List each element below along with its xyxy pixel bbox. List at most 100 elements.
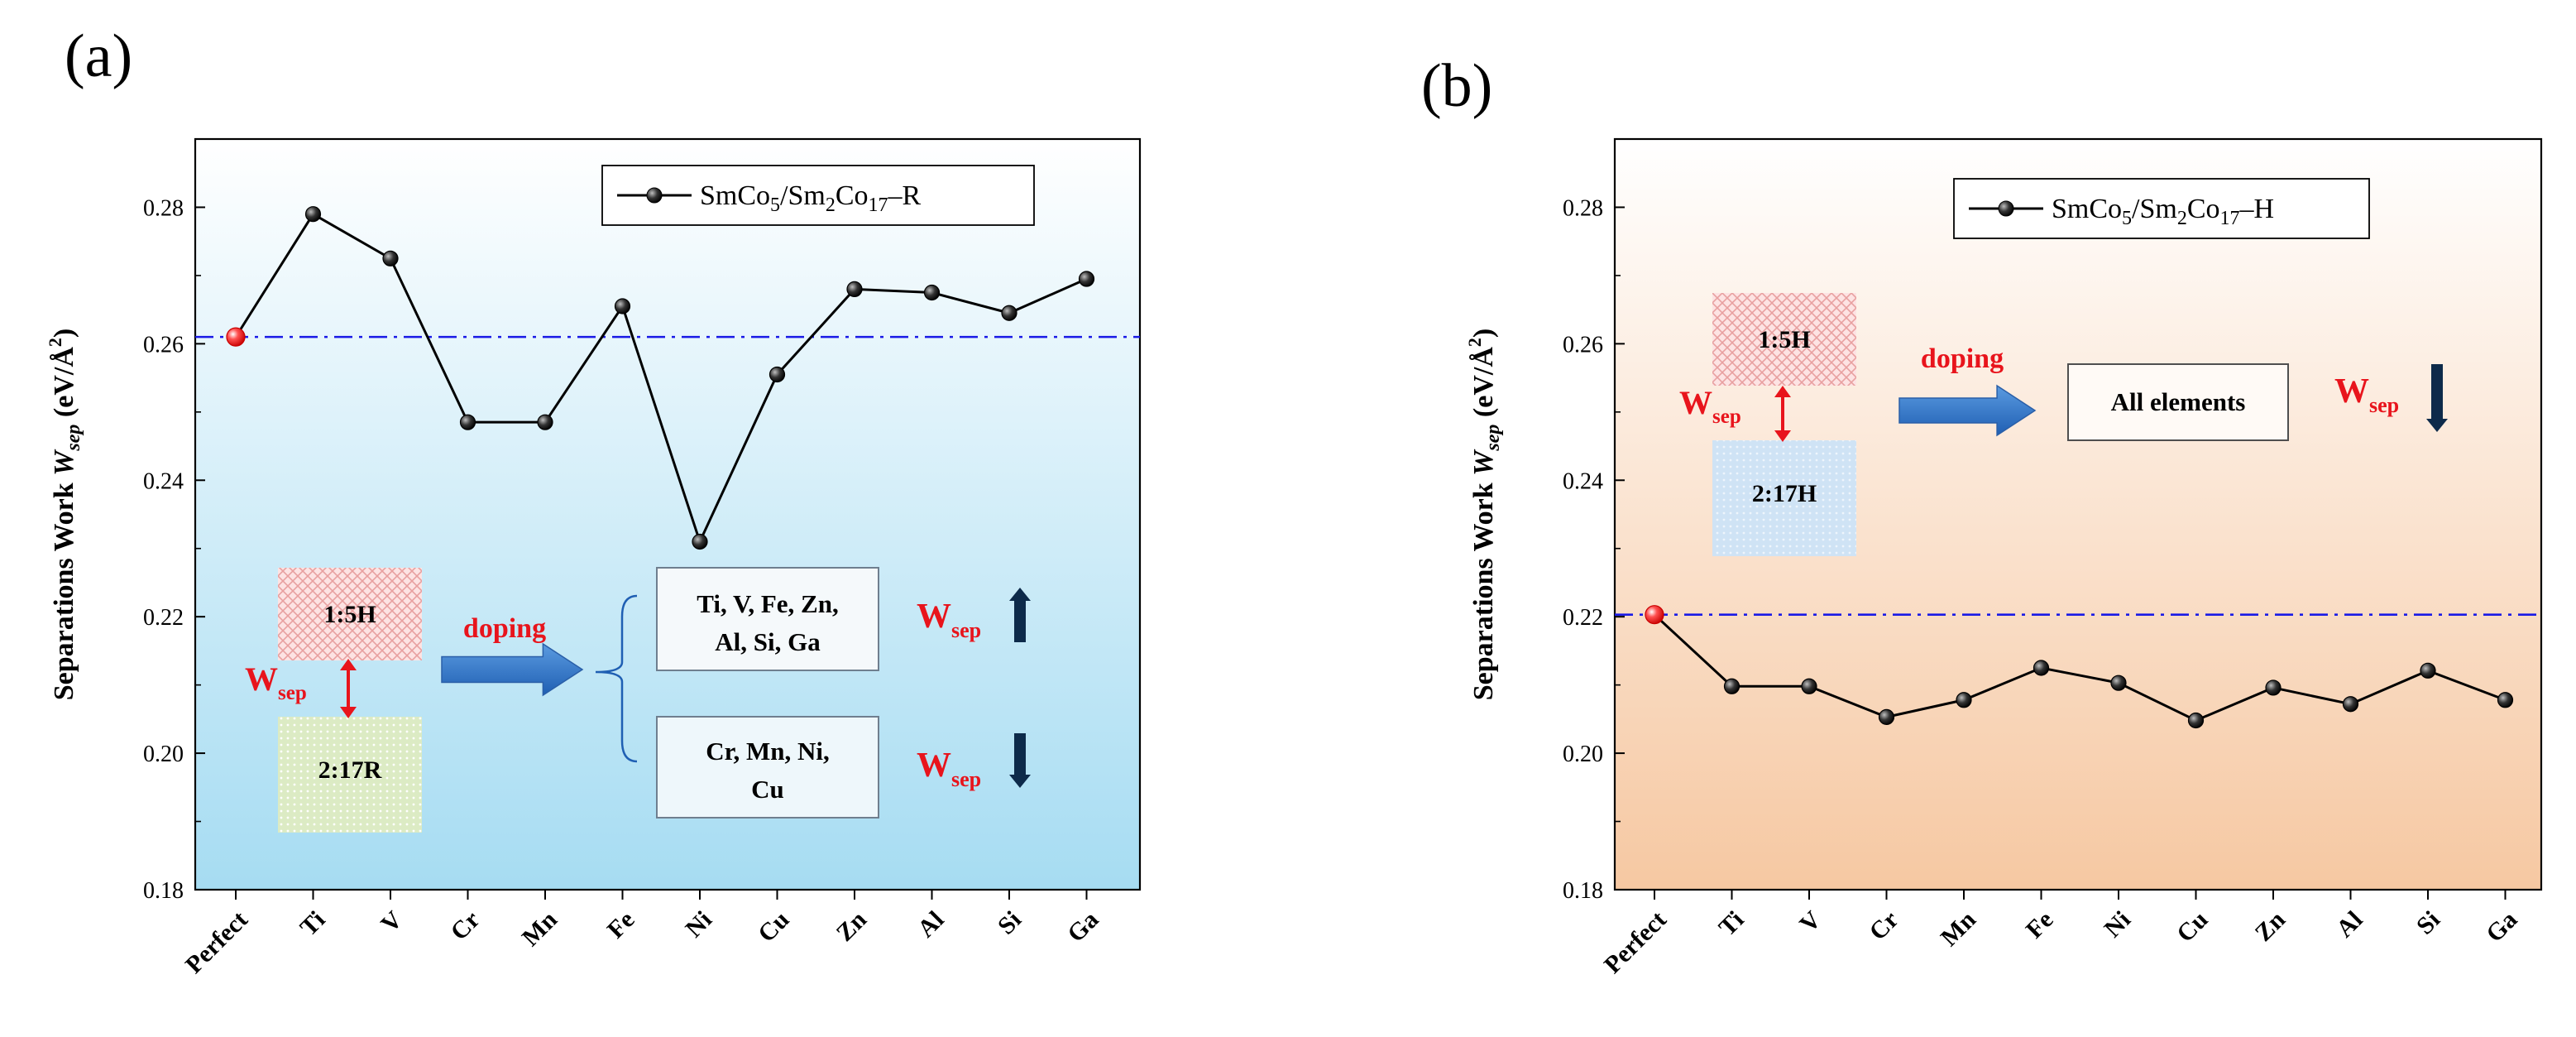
y-axis-title: Separations Work Wsep (eV/Å2) bbox=[1464, 329, 1504, 700]
y-axis-title-sub: sep bbox=[63, 425, 84, 452]
y-axis-title-unit-exp: 2 bbox=[45, 338, 65, 347]
doping-arrow bbox=[441, 642, 584, 697]
down-group-line1: Cr, Mn, Ni, bbox=[706, 737, 830, 766]
wsep-w: W bbox=[917, 747, 951, 785]
x-tick-label: Ti bbox=[294, 906, 330, 942]
y-axis-title-unit-exp: 2 bbox=[1464, 338, 1485, 347]
data-point bbox=[2033, 660, 2050, 676]
wsep-label-up: Wsep bbox=[917, 598, 981, 642]
y-tick-label: 0.18 bbox=[1563, 878, 1603, 904]
wsep-sub: sep bbox=[278, 682, 307, 704]
wsep-w: W bbox=[2334, 372, 2369, 410]
y-axis-title-main: Separations Work bbox=[1468, 476, 1499, 700]
up-group-line1: Ti, V, Fe, Zn, bbox=[697, 589, 838, 618]
phase-box-top-label: 1:5H bbox=[323, 601, 376, 628]
x-tick-label: Zn bbox=[831, 905, 873, 947]
data-point bbox=[2420, 662, 2436, 679]
data-point bbox=[2187, 712, 2205, 729]
series-line bbox=[234, 212, 1088, 545]
y-axis-title-w: W bbox=[1468, 449, 1499, 476]
y-axis-title-unit-a: Å bbox=[49, 347, 79, 367]
y-tick-label: 0.24 bbox=[1563, 468, 1603, 494]
doping-arrow bbox=[1898, 384, 2037, 437]
phase-box-top bbox=[278, 568, 422, 660]
phase-box-bottom bbox=[1712, 440, 1856, 556]
y-axis-title-unit-close: ) bbox=[1468, 329, 1499, 338]
legend-part: SmCo bbox=[2052, 194, 2122, 224]
y-axis-title-main: Separations Work bbox=[49, 476, 79, 700]
wsep-w: W bbox=[245, 660, 278, 698]
y-tick-label: 0.26 bbox=[143, 332, 184, 358]
x-tick-label: Si bbox=[993, 906, 1027, 940]
legend-sub: 5 bbox=[2122, 208, 2132, 229]
data-point bbox=[304, 206, 322, 223]
down-arrow-shaft bbox=[2431, 364, 2443, 420]
legend-sub: 17 bbox=[869, 194, 888, 216]
wsep-w: W bbox=[917, 598, 951, 636]
chart-panel-b: 0.18 0.20 0.22 0.24 0.26 0.28 Perfect Ti V Cr Mn Fe… bbox=[1421, 52, 2543, 979]
x-tick-label: Perfect bbox=[1599, 906, 1672, 979]
data-point bbox=[692, 533, 708, 550]
doping-label: doping bbox=[463, 613, 546, 644]
x-tick-label: Zn bbox=[2250, 905, 2291, 947]
x-tick-label: Cu bbox=[2171, 906, 2213, 948]
plot-frame bbox=[1613, 137, 2543, 891]
data-point bbox=[846, 281, 863, 297]
phase-box-bottom-label: 2:17H bbox=[1752, 480, 1817, 507]
data-point bbox=[923, 284, 941, 301]
data-point bbox=[1723, 678, 1740, 694]
legend-marker bbox=[646, 187, 663, 204]
y-tick-label: 0.20 bbox=[143, 742, 184, 767]
wsep-label-down: Wsep bbox=[2334, 372, 2399, 417]
wsep-sub: sep bbox=[951, 767, 981, 791]
x-tick-label: Mn bbox=[517, 905, 563, 951]
down-arrow-head bbox=[2426, 419, 2448, 432]
data-point bbox=[768, 366, 786, 383]
y-tick-label: 0.24 bbox=[143, 468, 184, 494]
x-tick-label: Cu bbox=[753, 906, 794, 948]
legend-part: /Sm bbox=[780, 180, 826, 211]
wsep-sub: sep bbox=[1712, 406, 1741, 428]
x-tick-label: Al bbox=[2331, 906, 2368, 943]
wsep-label-left: Wsep bbox=[1679, 384, 1741, 428]
x-tick-label: Ti bbox=[1713, 906, 1749, 942]
legend-part: –H bbox=[2239, 194, 2275, 224]
data-point bbox=[382, 250, 399, 266]
down-group-line2: Cu bbox=[751, 775, 784, 804]
doping-label: doping bbox=[1921, 343, 2004, 374]
legend-sub: 2 bbox=[826, 194, 836, 216]
y-axis-title-unit: (eV/ bbox=[49, 367, 79, 424]
y-axis-title-sub: sep bbox=[1482, 425, 1504, 452]
data-point bbox=[1078, 271, 1095, 287]
chart-panel-a: 0.18 0.20 0.22 0.24 0.26 0.28 Perfect Ti V Cr Mn Fe… bbox=[45, 22, 1142, 979]
panel-label: (b) bbox=[1421, 52, 1492, 120]
y-tick-label: 0.26 bbox=[1563, 332, 1603, 358]
y-axis-title-unit-close: ) bbox=[49, 329, 79, 338]
up-arrow-head bbox=[1009, 588, 1031, 601]
panel-label: (a) bbox=[65, 22, 132, 90]
wsep-label-left: Wsep bbox=[245, 660, 307, 704]
x-tick-label: Fe bbox=[602, 906, 640, 944]
legend-sub: 5 bbox=[770, 194, 780, 216]
all-elements-label: All elements bbox=[2111, 387, 2246, 416]
data-point bbox=[1956, 692, 1972, 708]
x-tick-label: Cr bbox=[445, 906, 485, 946]
wsep-sub: sep bbox=[951, 618, 981, 642]
double-arrow-head bbox=[340, 707, 357, 718]
all-elements-box bbox=[2067, 363, 2289, 441]
legend-part: /Sm bbox=[2132, 194, 2177, 224]
legend-label: SmCo5/Sm2Co17–H bbox=[2052, 194, 2274, 229]
group-bracket bbox=[595, 594, 638, 763]
up-group-line2: Al, Si, Ga bbox=[715, 627, 821, 656]
data-point bbox=[1878, 708, 1895, 725]
x-tick-label: Ga bbox=[2481, 906, 2522, 948]
phase-box-bottom-label: 2:17R bbox=[318, 756, 382, 784]
legend-part: Co bbox=[836, 180, 869, 211]
wsep-sub: sep bbox=[2369, 393, 2399, 417]
y-tick-label: 0.18 bbox=[143, 878, 184, 904]
x-tick-label: Perfect bbox=[180, 906, 253, 979]
x-tick-label: Mn bbox=[1936, 905, 1981, 951]
up-arrow-shaft bbox=[1014, 599, 1026, 642]
data-point bbox=[459, 414, 476, 430]
up-group-box bbox=[656, 567, 879, 671]
